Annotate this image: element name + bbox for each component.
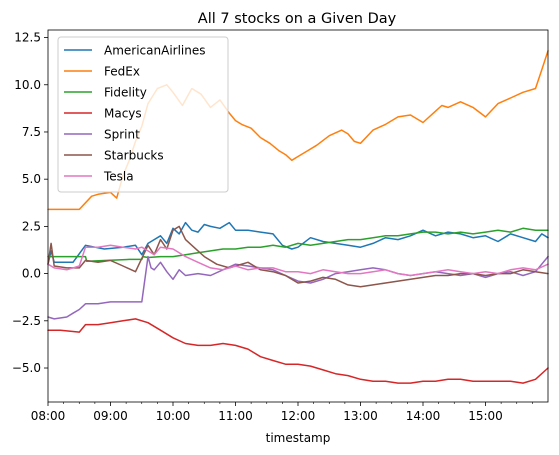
legend-box [57, 36, 229, 193]
chart-title: All 7 stocks on a Given Day [198, 11, 397, 27]
x-tick-label: 11:00 [218, 409, 253, 423]
x-tick-label: 08:00 [31, 409, 66, 423]
x-tick-label: 15:00 [468, 409, 503, 423]
y-tick-label: −2.5 [12, 314, 41, 328]
legend-label: Sprint [104, 128, 140, 142]
series-line-sprint [47, 255, 549, 320]
x-tick-label: 12:00 [281, 409, 316, 423]
series-line-macys [47, 318, 549, 384]
legend-label: AmericanAirlines [104, 44, 206, 58]
y-tick-label: −5.0 [12, 361, 41, 375]
series-line-fidelity [47, 227, 549, 263]
y-tick-label: 5.0 [22, 172, 41, 186]
x-axis-label: timestamp [266, 431, 331, 445]
legend-label: Starbucks [104, 149, 164, 163]
x-tick-label: 09:00 [93, 409, 128, 423]
series-line-starbucks [47, 225, 549, 288]
y-tick-label: 10.0 [14, 78, 41, 92]
x-tick-label: 14:00 [406, 409, 441, 423]
legend-label: Macys [104, 107, 142, 121]
legend-label: FedEx [104, 65, 140, 79]
legend: AmericanAirlines FedEx Fidelity Macys Sprint… [57, 36, 229, 193]
y-tick-label: 12.5 [14, 31, 41, 45]
legend-label: Fidelity [104, 86, 147, 100]
y-tick-label: 2.5 [22, 219, 41, 233]
legend-label: Tesla [103, 170, 134, 184]
y-axis: −5.0 −2.5 0.0 2.5 5.0 7.5 10.0 12.5 [12, 31, 48, 375]
x-axis: 08:00 09:00 10:00 11:00 12:00 13:00 14:00 15:00 [31, 402, 533, 423]
series-line-americanairlines [47, 221, 549, 265]
series-line-tesla [47, 244, 549, 277]
x-tick-label: 13:00 [343, 409, 378, 423]
y-tick-label: 0.0 [22, 267, 41, 281]
y-tick-label: 7.5 [22, 125, 41, 139]
x-tick-label: 10:00 [156, 409, 191, 423]
